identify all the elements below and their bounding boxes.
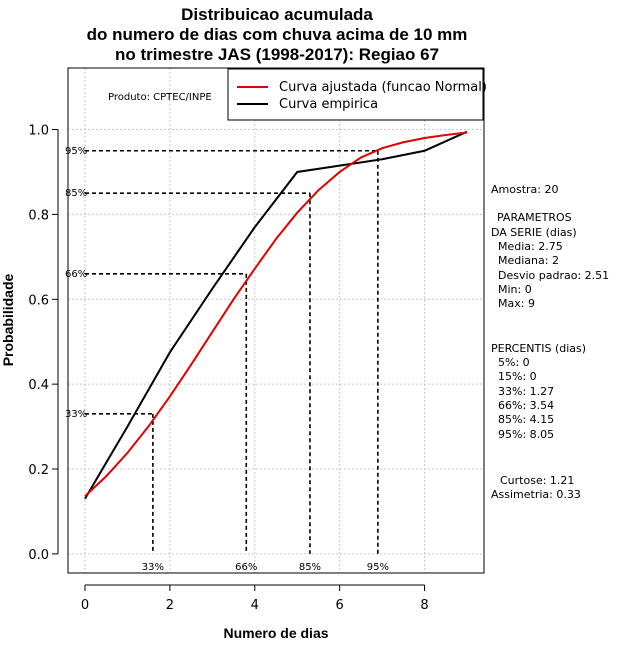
- percentile-label-bottom: 33%: [142, 562, 164, 573]
- x-tick-label: 2: [166, 598, 174, 613]
- chart-title-line-2: do numero de dias com chuva acima de 10 …: [87, 25, 468, 44]
- stat-p85: 85%: 4.15: [498, 413, 554, 426]
- x-tick-label: 6: [336, 598, 344, 613]
- chart-title-line-1: Distribuicao acumulada: [181, 5, 373, 24]
- stat-min: Min: 0: [498, 283, 532, 296]
- percentile-label-left: 33%: [65, 409, 87, 420]
- percentile-label-bottom: 95%: [367, 562, 389, 573]
- y-tick-label: 0.6: [28, 293, 49, 308]
- percentile-label-left: 66%: [65, 269, 87, 280]
- x-tick-label: 4: [251, 598, 259, 613]
- percentile-guides: 33% 33% 66% 66% 85% 85% 95% 95%: [65, 146, 389, 573]
- plot-frame: [67, 67, 485, 574]
- stat-param-title-1: PARAMETROS: [497, 211, 572, 224]
- percentile-label-bottom: 66%: [235, 562, 257, 573]
- x-tick-label: 0: [81, 598, 89, 613]
- y-tick-label: 1.0: [28, 124, 49, 139]
- y-axis-label: Probabilidade: [0, 274, 16, 367]
- y-tick-label: 0.8: [28, 208, 49, 223]
- stat-p15: 15%: 0: [498, 370, 537, 383]
- stat-p5: 5%: 0: [498, 356, 530, 369]
- legend: Curva ajustada (funcao Normal) Curva emp…: [227, 68, 487, 121]
- stat-p95: 95%: 8.05: [498, 428, 554, 441]
- legend-box: [227, 68, 484, 121]
- y-tick-label: 0.4: [28, 378, 49, 393]
- x-axis-label: Numero de dias: [223, 625, 328, 641]
- stat-media: Media: 2.75: [498, 240, 563, 253]
- percentile-label-left: 85%: [65, 188, 87, 199]
- legend-label-empirical: Curva empirica: [279, 97, 378, 112]
- percentile-label-bottom: 85%: [299, 562, 321, 573]
- stat-mediana: Mediana: 2: [498, 254, 559, 267]
- stat-curtose: Curtose: 1.21: [500, 474, 574, 487]
- stat-desvio: Desvio padrao: 2.51: [498, 269, 609, 282]
- y-tick-label: 0.0: [28, 548, 49, 563]
- stat-assimetria: Assimetria: 0.33: [491, 488, 581, 501]
- x-tick-label: 8: [420, 598, 428, 613]
- stat-max: Max: 9: [498, 297, 535, 310]
- fitted-normal-curve-line: [84, 131, 468, 497]
- y-tick-label: 0.2: [28, 463, 49, 478]
- stat-p33: 33%: 1.27: [498, 385, 554, 398]
- empirical-curve-line: [84, 130, 468, 500]
- stats-panel: Amostra: 20 PARAMETROS DA SERIE (dias) M…: [491, 183, 609, 501]
- percentile-label-left: 95%: [65, 146, 87, 157]
- stat-param-title-2: DA SERIE (dias): [491, 226, 577, 239]
- axes: 0 2 4 6 8 0.0 0.2 0.4 0.6 0.8 1.0: [28, 124, 428, 613]
- legend-label-fitted: Curva ajustada (funcao Normal): [279, 80, 487, 95]
- stat-p66: 66%: 3.54: [498, 399, 554, 412]
- chart-title-line-3: no trimestre JAS (1998-2017): Regiao 67: [115, 45, 439, 64]
- stat-percentis-title: PERCENTIS (dias): [491, 342, 586, 355]
- stat-amostra: Amostra: 20: [491, 183, 558, 196]
- grid: [68, 68, 484, 573]
- credit-label: Produto: CPTEC/INPE: [108, 92, 212, 103]
